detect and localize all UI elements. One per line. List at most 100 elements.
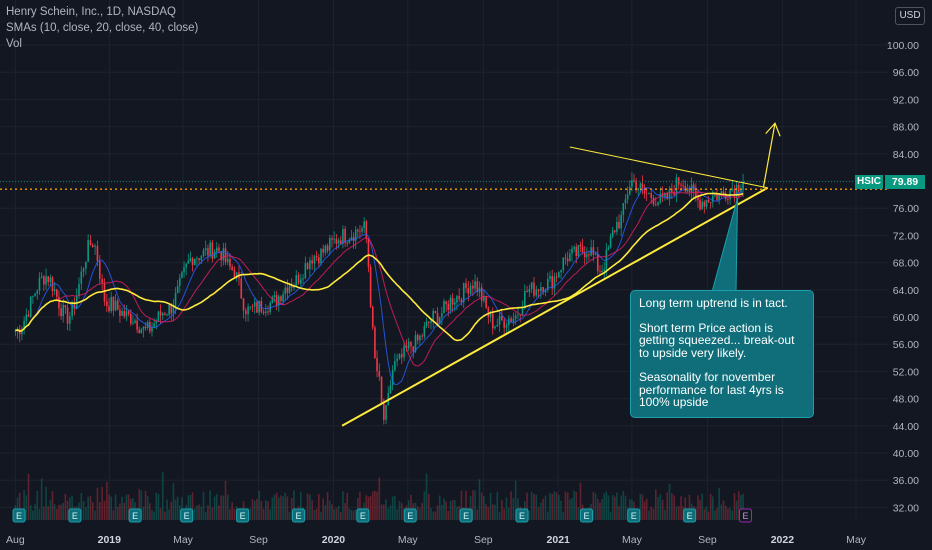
candle-body	[94, 245, 96, 247]
candle-body	[132, 322, 134, 324]
candle-body	[60, 308, 62, 317]
volume-bar	[23, 490, 25, 520]
price-tick-label: 36.00	[893, 475, 919, 487]
candle-body	[34, 293, 36, 297]
candle-body	[273, 295, 276, 297]
volume-bar	[410, 494, 412, 520]
volume-bar	[110, 496, 113, 520]
volume-bar	[331, 504, 333, 520]
price-axis[interactable]: 32.00 36.00 40.00 44.00 48.00 52.00 56.00 60.00…	[887, 40, 919, 514]
analysis-callout[interactable]: Long term uptrend is in tact. Short term…	[630, 290, 814, 418]
breakout-arrow-shaft[interactable]	[762, 123, 776, 188]
candle-body	[716, 194, 718, 200]
volume-bar	[226, 494, 229, 520]
candle-body	[447, 303, 450, 310]
candle-body	[318, 257, 320, 264]
earnings-marker[interactable]	[739, 508, 753, 523]
candle-body	[530, 282, 533, 289]
resistance-trendline[interactable]	[569, 146, 768, 189]
volume-bar	[620, 495, 622, 520]
volume-bar	[544, 495, 547, 520]
volume-bar	[342, 491, 344, 520]
volume-bar	[103, 501, 106, 520]
volume-bar	[445, 501, 447, 520]
candle-body	[432, 311, 434, 321]
volume-bar	[456, 506, 458, 520]
earnings-marker[interactable]	[128, 508, 142, 523]
earnings-marker[interactable]	[12, 508, 26, 523]
candle-body	[549, 276, 551, 279]
earnings-marker[interactable]	[236, 508, 250, 523]
candle-body	[458, 296, 460, 300]
earnings-marker[interactable]	[291, 508, 305, 523]
candle-body	[514, 315, 517, 319]
candle-body	[650, 193, 653, 198]
symbol-title[interactable]: Henry Schein, Inc., 1D, NASDAQ	[6, 6, 177, 18]
candle-body	[142, 326, 145, 330]
sma-indicator-label[interactable]: SMAs (10, close, 20, close, 40, close)	[6, 22, 199, 34]
candle-body	[555, 276, 558, 278]
candle-body	[588, 254, 590, 256]
earnings-marker[interactable]	[579, 508, 593, 523]
volume-bar	[290, 497, 293, 520]
candle-body	[699, 199, 701, 210]
volume-bar	[172, 483, 175, 520]
volume-indicator-label[interactable]: Vol	[6, 38, 22, 50]
candle-body	[23, 320, 25, 329]
candle-body	[645, 193, 648, 195]
volume-bar	[579, 482, 582, 520]
candle-body	[181, 272, 183, 278]
candle-body	[328, 237, 331, 251]
volume-bar	[328, 500, 331, 520]
candle-body	[282, 294, 284, 302]
candle-body	[456, 296, 458, 303]
support-trendline[interactable]	[341, 186, 769, 427]
candle-body	[331, 237, 333, 240]
volume-bar	[733, 493, 736, 520]
earnings-marker[interactable]	[68, 508, 82, 523]
volume-bar	[611, 495, 614, 520]
volume-bar	[258, 491, 260, 520]
candle-body	[378, 371, 381, 377]
earnings-marker[interactable]	[180, 508, 194, 523]
volume-bar	[447, 510, 450, 520]
volume-bar	[191, 492, 194, 520]
earnings-marker[interactable]	[683, 508, 697, 523]
volume-bar	[369, 495, 372, 520]
candle-body	[136, 320, 138, 330]
candle-body	[235, 272, 238, 279]
candle-body	[626, 194, 629, 200]
currency-button[interactable]: USD	[895, 7, 925, 25]
volume-bar	[53, 504, 56, 520]
candle-body	[275, 295, 278, 306]
volume-bar	[443, 498, 445, 520]
volume-bar	[577, 507, 580, 520]
volume-bar	[592, 492, 595, 520]
earnings-marker[interactable]	[459, 508, 473, 523]
candle-body	[369, 267, 372, 307]
volume-bar	[176, 496, 179, 520]
breakout-arrow-head	[765, 122, 781, 137]
candle-body	[361, 228, 363, 232]
earnings-marker[interactable]	[627, 508, 641, 523]
volume-bar	[573, 490, 575, 520]
volume-bar	[253, 500, 256, 520]
earnings-marker[interactable]	[356, 508, 370, 523]
volume-bar	[542, 498, 544, 520]
volume-bar	[528, 510, 531, 520]
volume-bar	[654, 489, 657, 520]
earnings-marker[interactable]	[515, 508, 529, 523]
time-axis[interactable]: Aug 2019 May Sep 2020 May Sep 2021 May Sep 2022 May	[6, 534, 867, 546]
earnings-marker[interactable]	[403, 508, 417, 523]
volume-bar	[299, 491, 302, 520]
earnings-marker-letter: E	[583, 511, 589, 521]
candle-body	[348, 240, 351, 243]
volume-bar	[64, 494, 67, 520]
candle-body	[87, 240, 89, 262]
candle-body	[211, 242, 214, 259]
candle-body	[551, 276, 554, 289]
candle-body	[596, 254, 599, 272]
volume-bar	[605, 491, 608, 520]
volume-bar	[29, 505, 32, 520]
